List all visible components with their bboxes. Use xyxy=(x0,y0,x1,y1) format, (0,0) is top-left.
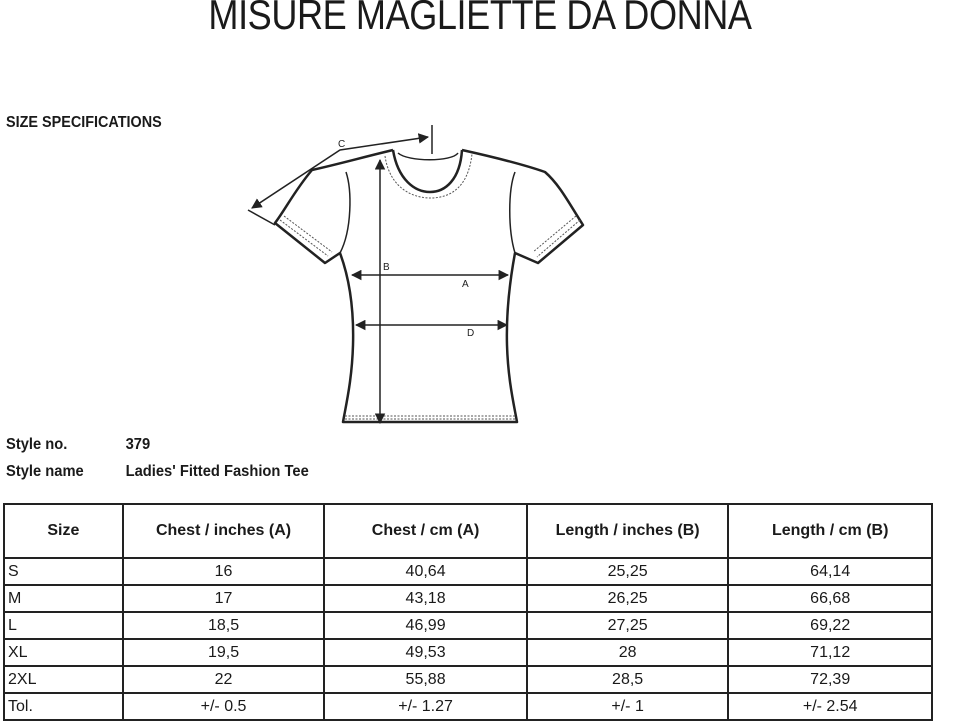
tshirt-diagram: C B A D xyxy=(247,125,585,425)
value-cell: +/- 0.5 xyxy=(121,692,326,721)
style-name-label: Style name xyxy=(6,463,84,480)
value-cell: 66,68 xyxy=(727,584,933,613)
size-table: Size Chest / inches (A) Chest / cm (A) L… xyxy=(3,503,933,721)
size-cell: L xyxy=(3,611,124,640)
header-size: Size xyxy=(3,503,124,559)
value-cell: 49,53 xyxy=(323,638,528,667)
value-cell: 43,18 xyxy=(323,584,528,613)
header-chest-inches: Chest / inches (A) xyxy=(121,503,326,559)
size-cell: Tol. xyxy=(3,692,124,721)
style-name-row: Style name Ladies' Fitted Fashion Tee xyxy=(6,463,309,481)
table-row: L 18,5 46,99 27,25 69,22 xyxy=(3,611,933,640)
table-row: Tol. +/- 0.5 +/- 1.27 +/- 1 +/- 2.54 xyxy=(3,692,933,721)
value-cell: 40,64 xyxy=(323,557,528,586)
value-cell: 16 xyxy=(121,557,326,586)
style-number-label: Style no. xyxy=(6,436,68,453)
size-cell: S xyxy=(3,557,124,586)
header-length-cm: Length / cm (B) xyxy=(727,503,933,559)
section-heading: SIZE SPECIFICATIONS xyxy=(6,114,162,131)
page-title: MISURE MAGLIETTE DA DONNA xyxy=(208,0,752,38)
value-cell: +/- 2.54 xyxy=(727,692,933,721)
size-cell: M xyxy=(3,584,124,613)
size-cell: 2XL xyxy=(3,665,124,694)
value-cell: 26,25 xyxy=(525,584,730,613)
measure-c-arrow xyxy=(251,133,430,209)
table-row: XL 19,5 49,53 28 71,12 xyxy=(3,638,933,667)
value-cell: 25,25 xyxy=(525,557,730,586)
value-cell: 72,39 xyxy=(727,665,933,694)
table-row: 2XL 22 55,88 28,5 72,39 xyxy=(3,665,933,694)
style-name-value: Ladies' Fitted Fashion Tee xyxy=(125,463,309,480)
header-length-inches: Length / inches (B) xyxy=(525,503,730,559)
value-cell: 28,5 xyxy=(525,665,730,694)
value-cell: 27,25 xyxy=(525,611,730,640)
value-cell: 18,5 xyxy=(121,611,326,640)
style-number-value: 379 xyxy=(125,436,151,453)
value-cell: 71,12 xyxy=(727,638,933,667)
label-c: C xyxy=(338,139,345,150)
value-cell: 19,5 xyxy=(121,638,326,667)
label-a: A xyxy=(462,279,469,290)
label-b: B xyxy=(383,262,390,273)
table-row: M 17 43,18 26,25 66,68 xyxy=(3,584,933,613)
value-cell: +/- 1 xyxy=(525,692,730,721)
value-cell: 55,88 xyxy=(323,665,528,694)
value-cell: 28 xyxy=(525,638,730,667)
size-cell: XL xyxy=(3,638,124,667)
style-number-row: Style no. 379 xyxy=(6,436,150,454)
value-cell: 46,99 xyxy=(323,611,528,640)
header-chest-cm: Chest / cm (A) xyxy=(323,503,528,559)
value-cell: 64,14 xyxy=(727,557,933,586)
label-d: D xyxy=(467,328,474,339)
value-cell: 17 xyxy=(121,584,326,613)
value-cell: +/- 1.27 xyxy=(323,692,528,721)
table-row: S 16 40,64 25,25 64,14 xyxy=(3,557,933,586)
value-cell: 22 xyxy=(121,665,326,694)
value-cell: 69,22 xyxy=(727,611,933,640)
table-header-row: Size Chest / inches (A) Chest / cm (A) L… xyxy=(3,503,933,559)
